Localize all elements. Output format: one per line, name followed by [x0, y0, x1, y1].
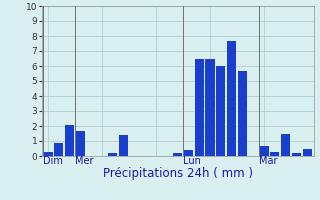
Text: Lun: Lun [183, 156, 201, 166]
Bar [195, 58, 204, 156]
Bar [119, 135, 128, 156]
Bar [227, 40, 236, 156]
Bar [76, 130, 85, 156]
Bar [281, 134, 290, 156]
Text: Dim: Dim [43, 156, 62, 166]
Bar [302, 148, 312, 156]
Bar [65, 124, 74, 156]
Bar [44, 152, 53, 156]
Bar [238, 71, 247, 156]
Bar [108, 153, 117, 156]
Bar [184, 150, 193, 156]
Text: Mar: Mar [259, 156, 277, 166]
Bar [260, 146, 268, 156]
Text: Mer: Mer [75, 156, 93, 166]
Bar [54, 142, 63, 156]
Bar [205, 58, 215, 156]
Bar [216, 66, 225, 156]
Bar [270, 152, 279, 156]
Bar [173, 153, 182, 156]
X-axis label: Précipitations 24h ( mm ): Précipitations 24h ( mm ) [103, 167, 252, 180]
Bar [292, 153, 301, 156]
